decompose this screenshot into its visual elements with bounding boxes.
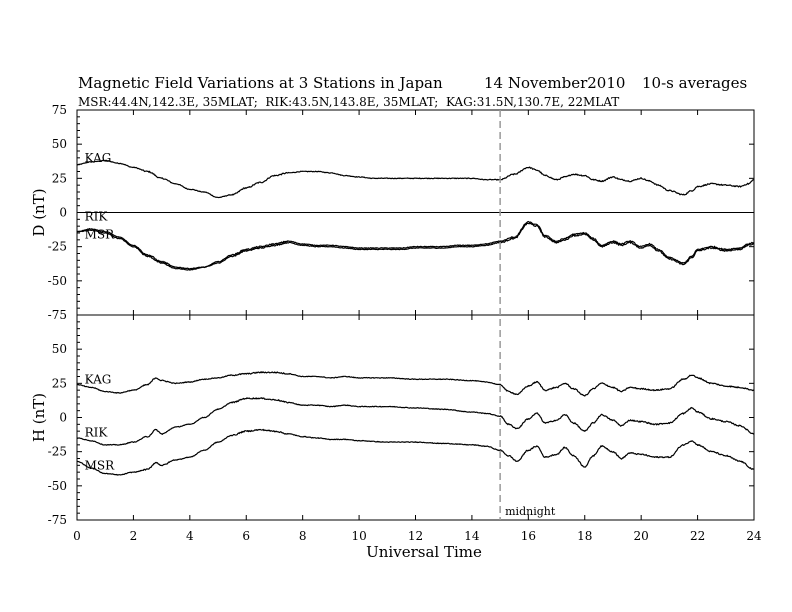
- x-axis-label: Universal Time: [366, 543, 482, 561]
- y-tick-label: 75: [52, 103, 67, 117]
- x-tick-label: 20: [634, 529, 649, 543]
- y-tick-label: 50: [52, 342, 67, 356]
- y-tick-label: -75: [48, 308, 67, 322]
- x-tick-label: 18: [577, 529, 592, 543]
- midnight-label: midnight: [505, 505, 556, 518]
- y-tick-label: -25: [48, 240, 67, 254]
- series-line-kag: [76, 159, 755, 199]
- y-tick-label: 50: [52, 137, 67, 151]
- y-axis-label: D (nT): [30, 188, 48, 236]
- y-tick-label: -50: [48, 274, 67, 288]
- y-tick-label: 25: [52, 171, 67, 185]
- series-line-msr: [76, 428, 755, 476]
- y-axis-label: H (nT): [30, 393, 48, 442]
- station-label-rik: RIK: [85, 210, 109, 224]
- chart-date: 14 November2010: [484, 74, 625, 92]
- x-tick-label: 12: [408, 529, 423, 543]
- series-line-rik: [76, 397, 755, 446]
- x-tick-label: 24: [746, 529, 762, 543]
- series-line-msr: [76, 220, 755, 270]
- midnight-marker: midnight: [499, 110, 556, 520]
- x-tick-label: 4: [186, 529, 194, 543]
- x-tick-label: 10: [351, 529, 366, 543]
- chart-title: Magnetic Field Variations at 3 Stations …: [78, 74, 443, 92]
- station-label-rik: RIK: [85, 426, 109, 440]
- y-tick-label: -25: [48, 445, 67, 459]
- x-tick-label: 6: [242, 529, 250, 543]
- x-tick-label: 2: [130, 529, 138, 543]
- y-tick-label: 0: [59, 411, 67, 425]
- y-tick-label: -75: [48, 513, 67, 527]
- y-tick-label: -50: [48, 479, 67, 493]
- series-line-kag: [76, 371, 755, 397]
- station-label-msr: MSR: [85, 458, 116, 472]
- x-tick-label: 14: [464, 529, 480, 543]
- station-label-msr: MSR: [85, 227, 116, 241]
- chart-subtitle: MSR:44.4N,142.3E, 35MLAT; RIK:43.5N,143.…: [78, 95, 619, 109]
- x-axis: 0 2 4 6 8 10 12 14 16 18 20 22 24: [73, 529, 762, 543]
- x-tick-label: 8: [299, 529, 307, 543]
- x-tick-label: 16: [521, 529, 536, 543]
- series-line-rik: [77, 222, 755, 271]
- station-label-kag: KAG: [85, 372, 112, 386]
- h-panel: 50 25 0 -25 -50 -75 H (nT) KAG RIK MSR: [30, 314, 755, 527]
- d-panel: 75 50 25 0 -25 -50 -75 D (nT) KAG RIK MSR: [30, 103, 755, 322]
- station-label-kag: KAG: [85, 151, 112, 165]
- x-tick-label: 0: [73, 529, 81, 543]
- x-tick-label: 22: [690, 529, 705, 543]
- chart-averaging: 10-s averages: [642, 74, 747, 92]
- y-tick-label: 0: [59, 206, 67, 220]
- y-tick-label: 25: [52, 376, 67, 390]
- panel-frame: [76, 314, 755, 521]
